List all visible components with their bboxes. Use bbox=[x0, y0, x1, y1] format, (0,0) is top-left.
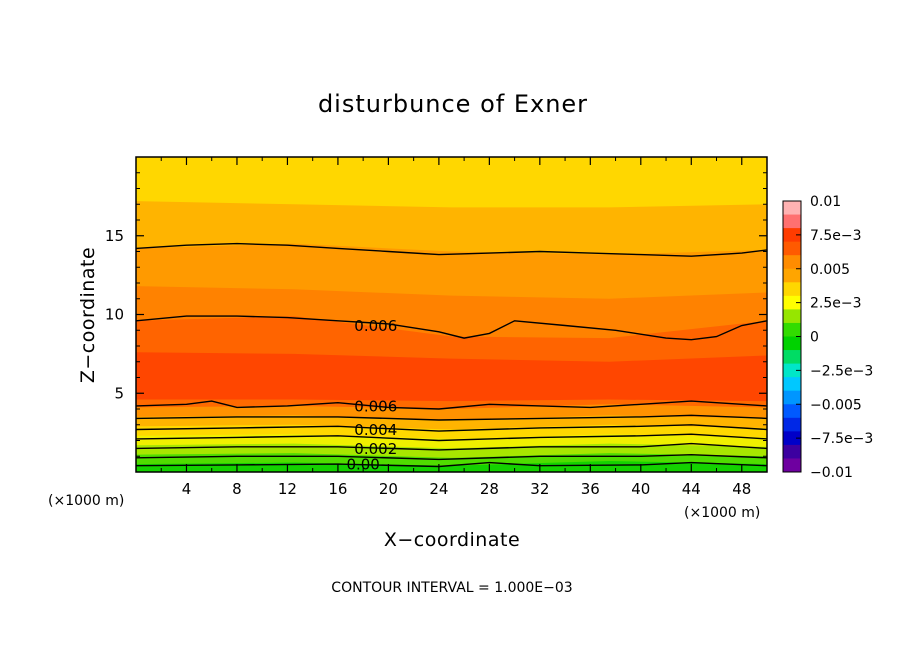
colorbar-label: 7.5e−3 bbox=[810, 228, 862, 244]
x-tick-label: 24 bbox=[429, 480, 448, 498]
contour-line bbox=[136, 414, 767, 421]
filled-contour-bands bbox=[136, 157, 767, 472]
colorbar-swatch bbox=[783, 431, 801, 446]
colorbar-swatch bbox=[783, 336, 801, 351]
colorbar-swatch bbox=[783, 390, 801, 405]
z-tick-label: 10 bbox=[105, 306, 124, 324]
contour-lines bbox=[136, 242, 767, 468]
contour-label: 0.006 bbox=[354, 397, 397, 415]
colorbar-swatch bbox=[783, 363, 801, 378]
colorbar: 0.01 7.5e−3 0.005 2.5e−3 0 −2.5e−3 −0.005 −7.5e… bbox=[782, 194, 873, 481]
colorbar-swatch bbox=[783, 255, 801, 270]
contour-label: 0.004 bbox=[354, 421, 397, 439]
x-tick-label: 16 bbox=[328, 480, 347, 498]
contour-line bbox=[136, 461, 767, 468]
contour-line bbox=[136, 453, 767, 461]
x-tick-label: 4 bbox=[182, 480, 192, 498]
contour-interval-note: CONTOUR INTERVAL = 1.000E−03 bbox=[331, 580, 572, 596]
colorbar-swatch bbox=[783, 214, 801, 229]
x-tick-label: 36 bbox=[581, 480, 600, 498]
x-tick-label: 12 bbox=[278, 480, 297, 498]
colorbar-label: −7.5e−3 bbox=[810, 431, 873, 447]
z-tick-label: 5 bbox=[114, 384, 124, 402]
contour-label: 0.00 bbox=[346, 456, 379, 474]
x-tick-label: 28 bbox=[480, 480, 499, 498]
colorbar-swatch bbox=[783, 458, 801, 473]
contour-line bbox=[136, 433, 767, 442]
contour-line bbox=[136, 242, 767, 257]
colorbar-swatch bbox=[783, 404, 801, 419]
colorbar-swatch bbox=[783, 228, 801, 243]
x-tick-label: 48 bbox=[732, 480, 751, 498]
colorbar-label: 2.5e−3 bbox=[810, 296, 862, 312]
colorbar-label: −2.5e−3 bbox=[810, 363, 873, 379]
x-unit-right: (×1000 m) bbox=[684, 505, 760, 521]
colorbar-label: 0.01 bbox=[810, 194, 841, 210]
colorbar-swatch bbox=[783, 201, 801, 216]
z-tick-label: 15 bbox=[105, 227, 124, 245]
colorbar-swatch bbox=[783, 417, 801, 432]
colorbar-label: −0.01 bbox=[810, 465, 853, 481]
x-tick-label: 32 bbox=[530, 480, 549, 498]
colorbar-swatch bbox=[783, 268, 801, 283]
colorbar-swatch bbox=[783, 241, 801, 256]
colorbar-swatch bbox=[783, 295, 801, 310]
colorbar-swatch bbox=[783, 444, 801, 459]
contour-label: 0.006 bbox=[354, 317, 397, 335]
colorbar-label: 0 bbox=[810, 330, 819, 346]
colorbar-swatch bbox=[783, 350, 801, 365]
y-axis-label: Z−coordinate bbox=[77, 247, 99, 383]
contour-line bbox=[136, 442, 767, 451]
x-tick-label: 40 bbox=[631, 480, 650, 498]
x-tick-label: 8 bbox=[232, 480, 242, 498]
colorbar-swatch bbox=[783, 282, 801, 297]
x-tick-label: 20 bbox=[379, 480, 398, 498]
contour-line bbox=[136, 400, 767, 410]
colorbar-label: 0.005 bbox=[810, 262, 850, 278]
x-unit-left: (×1000 m) bbox=[48, 493, 124, 509]
contour-line bbox=[136, 424, 767, 432]
x-tick-label: 44 bbox=[682, 480, 701, 498]
x-axis-label: X−coordinate bbox=[384, 529, 520, 551]
colorbar-swatch bbox=[783, 377, 801, 392]
colorbar-label: −0.005 bbox=[810, 397, 862, 413]
chart-title: disturbunce of Exner bbox=[318, 90, 588, 118]
color-band bbox=[136, 460, 767, 472]
contour-label: 0.002 bbox=[354, 440, 397, 458]
colorbar-swatch bbox=[783, 322, 801, 337]
contour-line bbox=[136, 315, 767, 341]
colorbar-swatch bbox=[783, 309, 801, 324]
